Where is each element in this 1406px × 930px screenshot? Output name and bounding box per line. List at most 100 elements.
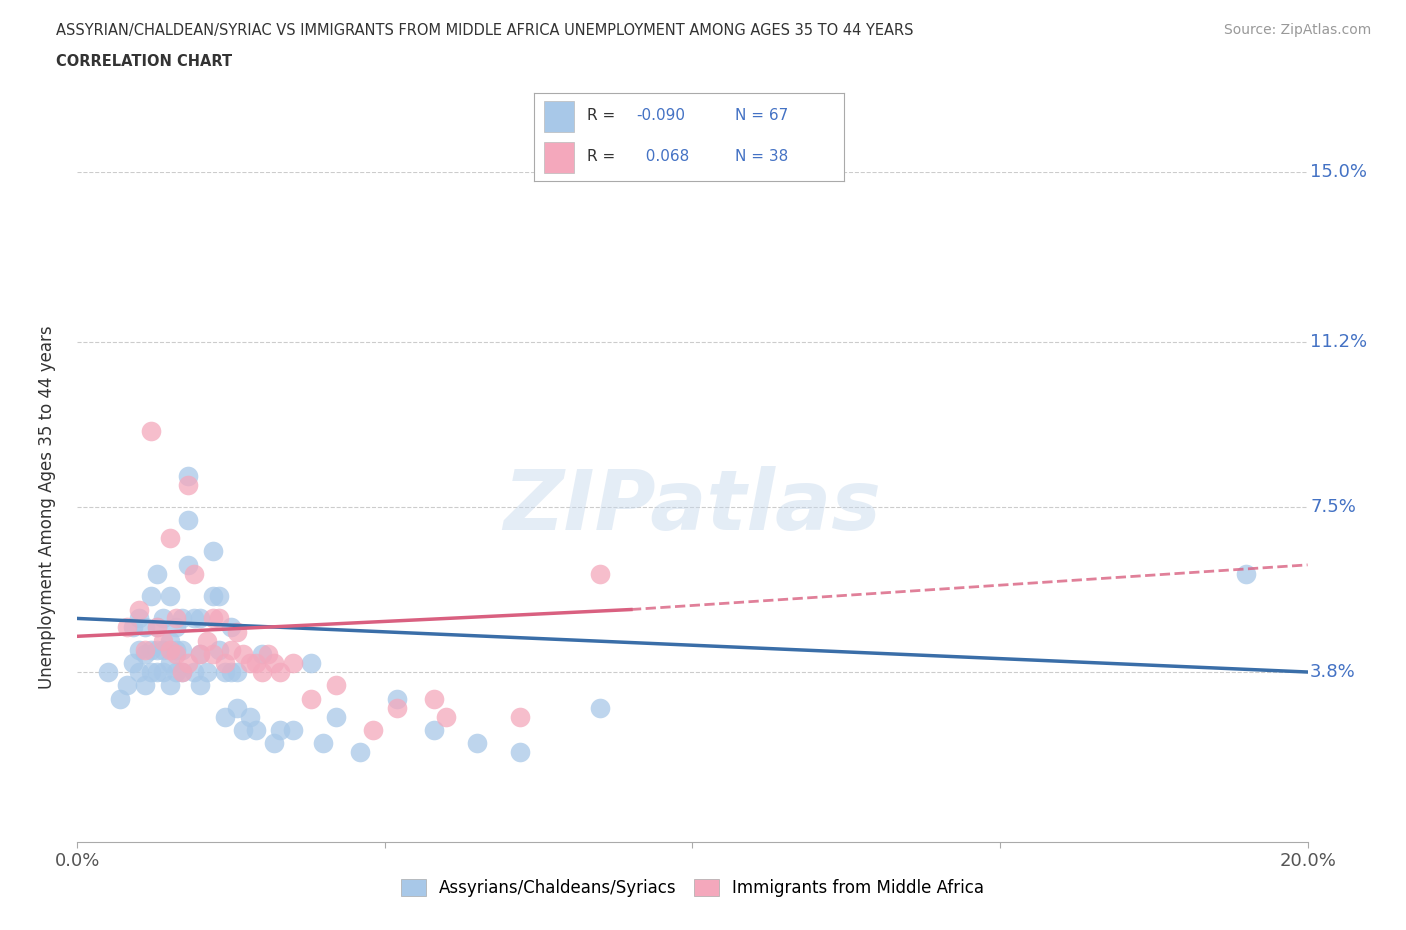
Text: 15.0%: 15.0% — [1310, 163, 1367, 181]
Point — [152, 665, 174, 680]
Point — [177, 557, 200, 572]
Point — [201, 611, 224, 626]
Point — [250, 665, 273, 680]
Point — [226, 665, 249, 680]
Point — [219, 665, 242, 680]
Point — [152, 611, 174, 626]
Text: N = 38: N = 38 — [735, 149, 789, 164]
Point — [165, 611, 187, 626]
Point — [128, 665, 150, 680]
Point — [188, 678, 212, 693]
Point — [165, 665, 187, 680]
Point — [423, 691, 446, 706]
Point — [245, 723, 267, 737]
Point — [269, 723, 291, 737]
Point — [208, 589, 231, 604]
Point — [361, 723, 384, 737]
Point — [385, 700, 409, 715]
Point — [177, 656, 200, 671]
Point — [159, 589, 181, 604]
Point — [188, 646, 212, 661]
Point — [201, 544, 224, 559]
Point — [269, 665, 291, 680]
Point — [299, 656, 322, 671]
Point — [146, 620, 169, 635]
Point — [589, 700, 612, 715]
Text: R =: R = — [586, 109, 614, 124]
Point — [165, 620, 187, 635]
Point — [159, 633, 181, 648]
Point — [146, 665, 169, 680]
Point — [208, 643, 231, 658]
Point — [183, 566, 205, 581]
Point — [141, 665, 163, 680]
Text: 0.068: 0.068 — [637, 149, 689, 164]
Point — [214, 710, 236, 724]
Point — [232, 723, 254, 737]
Point — [159, 643, 181, 658]
Text: Source: ZipAtlas.com: Source: ZipAtlas.com — [1223, 23, 1371, 37]
Y-axis label: Unemployment Among Ages 35 to 44 years: Unemployment Among Ages 35 to 44 years — [38, 326, 56, 688]
Text: ASSYRIAN/CHALDEAN/SYRIAC VS IMMIGRANTS FROM MIDDLE AFRICA UNEMPLOYMENT AMONG AGE: ASSYRIAN/CHALDEAN/SYRIAC VS IMMIGRANTS F… — [56, 23, 914, 38]
Point — [219, 643, 242, 658]
Point — [159, 656, 181, 671]
FancyBboxPatch shape — [544, 101, 575, 132]
Text: R =: R = — [586, 149, 614, 164]
Point — [312, 736, 335, 751]
Point — [208, 611, 231, 626]
Text: 11.2%: 11.2% — [1310, 333, 1367, 351]
Text: 7.5%: 7.5% — [1310, 498, 1355, 516]
Point — [589, 566, 612, 581]
Point — [159, 531, 181, 546]
Point — [219, 620, 242, 635]
Point — [152, 633, 174, 648]
Point — [165, 643, 187, 658]
Point — [141, 589, 163, 604]
Point — [250, 646, 273, 661]
Point — [121, 656, 143, 671]
Point — [299, 691, 322, 706]
Point — [152, 643, 174, 658]
Point — [115, 678, 138, 693]
Point — [170, 665, 193, 680]
Point — [183, 665, 205, 680]
Point — [385, 691, 409, 706]
Point — [325, 710, 347, 724]
Point — [263, 736, 285, 751]
Point — [141, 423, 163, 438]
Point — [141, 643, 163, 658]
Point — [195, 665, 218, 680]
Point — [201, 589, 224, 604]
Point — [226, 624, 249, 639]
Point — [170, 665, 193, 680]
Point — [128, 611, 150, 626]
Point — [146, 620, 169, 635]
Point — [134, 620, 156, 635]
Point — [188, 611, 212, 626]
Point — [465, 736, 488, 751]
Text: -0.090: -0.090 — [637, 109, 685, 124]
Point — [183, 611, 205, 626]
Point — [115, 620, 138, 635]
Point — [170, 643, 193, 658]
Point — [146, 643, 169, 658]
Point — [195, 633, 218, 648]
Point — [165, 646, 187, 661]
Point — [325, 678, 347, 693]
Point — [257, 646, 280, 661]
Point — [134, 643, 156, 658]
Point — [281, 656, 304, 671]
Point — [159, 678, 181, 693]
Point — [214, 656, 236, 671]
Point — [170, 611, 193, 626]
Point — [509, 745, 531, 760]
Point — [177, 477, 200, 492]
Point — [188, 646, 212, 661]
Point — [146, 566, 169, 581]
Point — [134, 646, 156, 661]
Point — [436, 710, 458, 724]
Point — [423, 723, 446, 737]
Point — [201, 646, 224, 661]
Point — [134, 678, 156, 693]
Legend: Assyrians/Chaldeans/Syriacs, Immigrants from Middle Africa: Assyrians/Chaldeans/Syriacs, Immigrants … — [394, 872, 991, 904]
